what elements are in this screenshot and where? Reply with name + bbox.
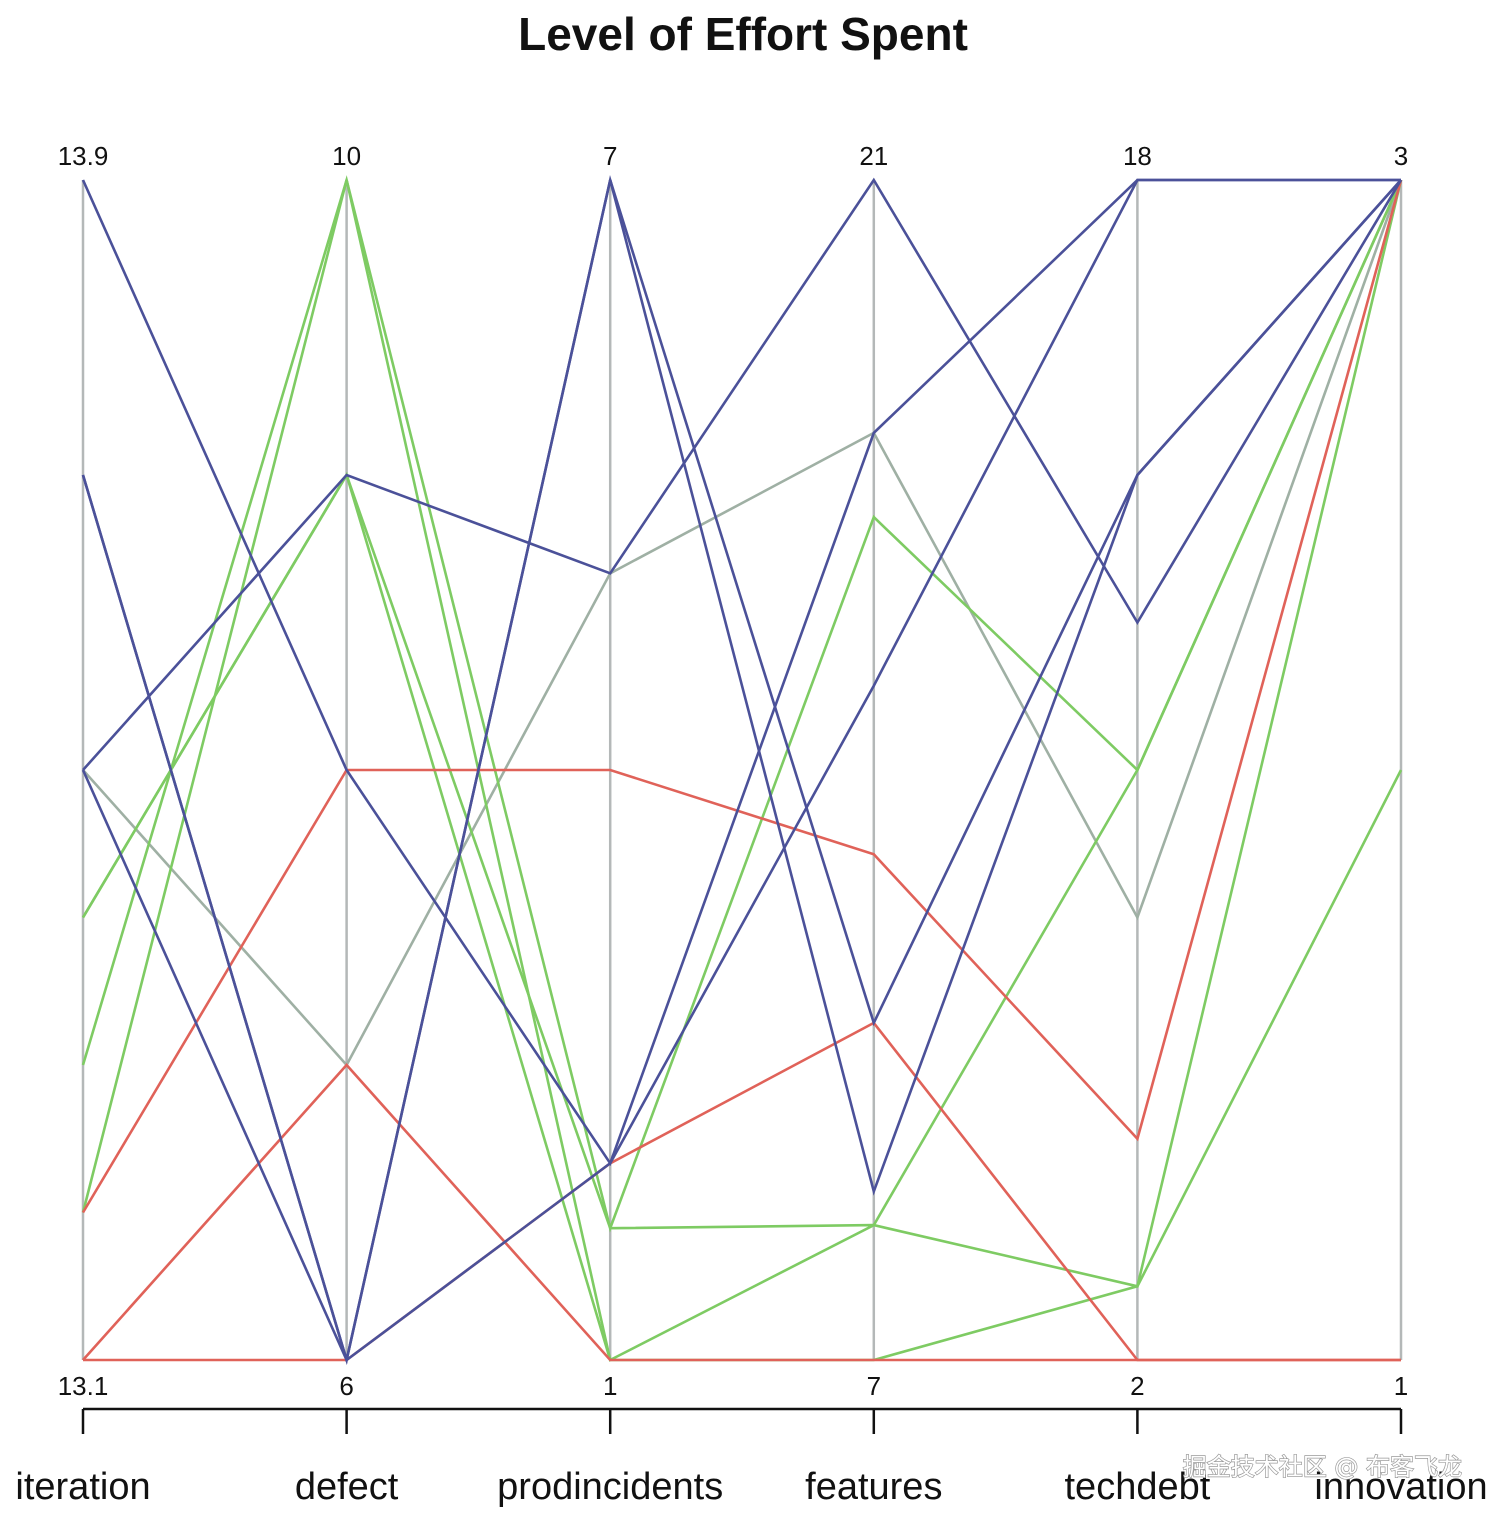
record-line-blue-2 — [81, 174, 1402, 1365]
axis-name-iteration: iteration — [15, 1466, 150, 1508]
watermark-text: 掘金技术社区 @ 布客飞龙 — [1183, 1453, 1462, 1481]
axis-min-label-prodincidents: 1 — [603, 1371, 617, 1401]
axis-min-label-techdebt: 2 — [1130, 1371, 1144, 1401]
axis-max-label-iteration: 13.9 — [58, 141, 109, 171]
axis-name-defect: defect — [295, 1466, 399, 1508]
record-line-red-13 — [82, 1063, 1401, 1362]
record-line-red-11 — [81, 179, 1403, 1214]
axis-min-label-innovation: 1 — [1394, 1371, 1408, 1401]
axis-max-label-innovation: 3 — [1394, 141, 1408, 171]
chart-title: Level of Effort Spent — [518, 8, 968, 60]
polylines-layer — [81, 174, 1403, 1366]
axis-name-innovation: innovation — [1314, 1466, 1487, 1508]
record-line-blue-1 — [81, 178, 1401, 1167]
axis-min-label-iteration: 13.1 — [58, 1371, 109, 1401]
record-line-gray-10 — [82, 179, 1403, 1068]
axis-max-label-defect: 10 — [332, 141, 361, 171]
axes-layer — [81, 180, 1403, 1360]
record-line-blue-4 — [81, 179, 1402, 1366]
axis-max-label-features: 21 — [859, 141, 888, 171]
record-line-green-8 — [81, 179, 1403, 1288]
axis-max-label-prodincidents: 7 — [603, 141, 617, 171]
axis-min-label-features: 7 — [867, 1371, 881, 1401]
record-line-blue-5 — [81, 178, 1401, 1363]
record-line-green-7 — [81, 175, 1403, 1233]
record-line-green-9 — [81, 179, 1403, 1362]
axis-max-label-techdebt: 18 — [1123, 141, 1152, 171]
record-line-red-12 — [83, 1021, 1401, 1362]
axis-name-features: features — [805, 1466, 942, 1508]
record-line-blue-3 — [82, 177, 1403, 771]
axis-name-techdebt: techdebt — [1065, 1466, 1211, 1508]
axis-name-prodincidents: prodincidents — [497, 1466, 723, 1508]
labels-layer: 13.9 13.1 iteration 10 6 defect 7 1 prodincident… — [15, 141, 1487, 1508]
axis-min-label-defect: 6 — [339, 1371, 353, 1401]
